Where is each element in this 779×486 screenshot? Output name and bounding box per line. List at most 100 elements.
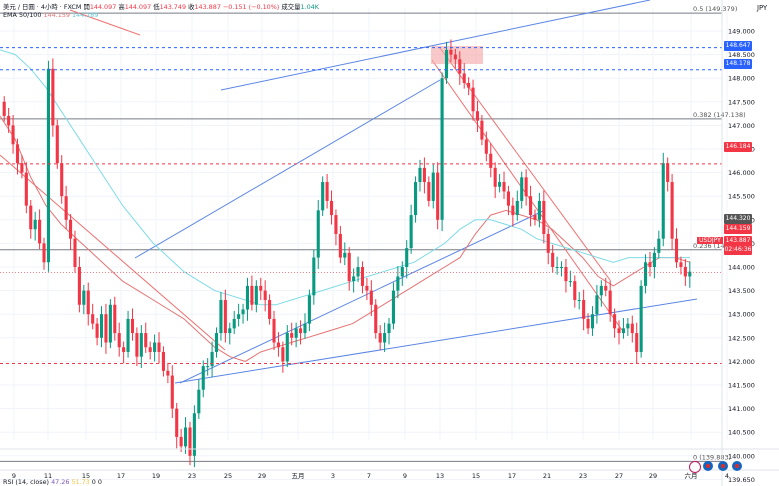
- candle-body: [192, 413, 196, 456]
- candle-body: [506, 191, 510, 206]
- candle-body: [113, 304, 117, 334]
- candle-body: [338, 233, 342, 258]
- candle-body: [542, 200, 546, 234]
- candle-body: [648, 262, 652, 267]
- candle-body: [259, 285, 263, 291]
- candle-body: [276, 342, 280, 348]
- candle-body: [179, 436, 183, 447]
- x-tick-label: 五月: [292, 472, 305, 480]
- channel-upper-line: [220, 0, 651, 91]
- candle-body: [343, 252, 347, 258]
- channel-mid-line: [134, 79, 441, 259]
- volume-value: 1.04K: [300, 3, 319, 11]
- candle-body: [467, 82, 471, 88]
- candle-body: [546, 233, 550, 253]
- candle-body: [38, 219, 42, 244]
- candle-body: [148, 347, 152, 352]
- x-tick-label: 7: [367, 472, 371, 480]
- ema-legend[interactable]: EMA 50/100 144.159 144.189: [3, 11, 98, 19]
- x-tick-label: 4: [725, 472, 729, 480]
- candle-body: [55, 125, 59, 164]
- x-tick-label: 21: [543, 472, 551, 480]
- candle-body: [621, 328, 625, 334]
- candle-body: [480, 120, 484, 140]
- y-tick-label: 140.500: [728, 429, 755, 437]
- y-tick-label: 149.000: [728, 28, 755, 36]
- symbol-label[interactable]: 美元 / 日圓 · 4小時 · FXCM: [3, 3, 82, 11]
- candle-body: [520, 177, 524, 201]
- candle-body: [387, 323, 391, 334]
- x-tick-label: 9: [403, 472, 407, 480]
- candle-body: [529, 196, 533, 216]
- y-tick-label: 142.000: [728, 358, 755, 366]
- candle-body: [51, 68, 55, 126]
- candle-body: [73, 238, 77, 267]
- candle-body: [568, 281, 572, 283]
- us-flag-event-icon-2[interactable]: [718, 461, 728, 471]
- symbol-tag: USDJPY: [697, 237, 723, 244]
- candle-body: [555, 267, 559, 268]
- candle-body: [294, 328, 298, 338]
- candle-body: [400, 267, 404, 277]
- candle-body: [206, 366, 210, 368]
- volume-label: 成交量: [281, 3, 301, 11]
- candle-body: [644, 262, 648, 286]
- x-tick-label: 11: [44, 472, 52, 480]
- candle-body: [639, 285, 643, 352]
- x-tick-label: 17: [117, 472, 125, 480]
- channel-lower-line: [179, 209, 546, 384]
- y-tick-label: 146.000: [728, 169, 755, 177]
- candle-body: [108, 304, 112, 343]
- candle-body: [130, 318, 135, 334]
- rsi-legend[interactable]: RSI (14, close) 47.26 51.73 0 0: [3, 478, 102, 486]
- us-flag-event-icon[interactable]: [703, 461, 713, 471]
- candle-body: [462, 73, 466, 83]
- close-label: 收: [188, 3, 195, 11]
- candle-body: [674, 238, 679, 263]
- countdown: 02:46:36: [724, 246, 752, 253]
- x-tick-label: 17: [508, 472, 516, 480]
- candle-body: [228, 328, 232, 334]
- candle-body: [334, 215, 338, 234]
- candle-body: [201, 366, 205, 390]
- candle-body: [458, 59, 462, 74]
- candle-body: [471, 87, 475, 112]
- candle-body: [219, 300, 223, 334]
- candle-body: [551, 252, 555, 267]
- candle-body: [91, 314, 95, 324]
- y-tick-label: 148.500: [728, 51, 755, 59]
- candle-body: [64, 196, 68, 220]
- candle-body: [263, 290, 267, 301]
- rsi-v3: 0: [91, 478, 96, 486]
- candle-body: [170, 375, 174, 409]
- flash-event-icon[interactable]: [689, 461, 701, 473]
- candle-body: [290, 333, 294, 338]
- candle-body: [599, 285, 603, 296]
- candle-body: [391, 290, 395, 324]
- candle-body: [272, 318, 276, 343]
- candle-body: [184, 427, 188, 447]
- candle-body: [626, 323, 630, 329]
- resistance-zone: [431, 46, 483, 64]
- candle-body: [46, 68, 50, 263]
- candle-body: [214, 333, 219, 352]
- us-flag-event-icon-3[interactable]: [732, 461, 742, 471]
- candle-body: [210, 351, 214, 367]
- last-price-badge: 143.887 02:46:36: [724, 236, 752, 255]
- candle-body: [396, 276, 400, 291]
- candle-body: [595, 295, 599, 315]
- candle-body: [15, 144, 20, 164]
- candle-body: [42, 243, 46, 263]
- candle-body: [285, 333, 289, 362]
- legend-header: 美元 / 日圓 · 4小時 · FXCM 開144.097 高144.097 低…: [3, 2, 319, 11]
- x-tick-label: 六月: [685, 471, 698, 480]
- x-tick-label: 15: [472, 472, 480, 480]
- candle-body: [29, 205, 33, 230]
- candle-body: [360, 267, 365, 286]
- candle-body: [666, 163, 670, 183]
- candle-body: [69, 219, 73, 239]
- candle-body: [135, 333, 139, 357]
- candle-body: [223, 300, 227, 334]
- x-tick-label: 15: [82, 472, 90, 480]
